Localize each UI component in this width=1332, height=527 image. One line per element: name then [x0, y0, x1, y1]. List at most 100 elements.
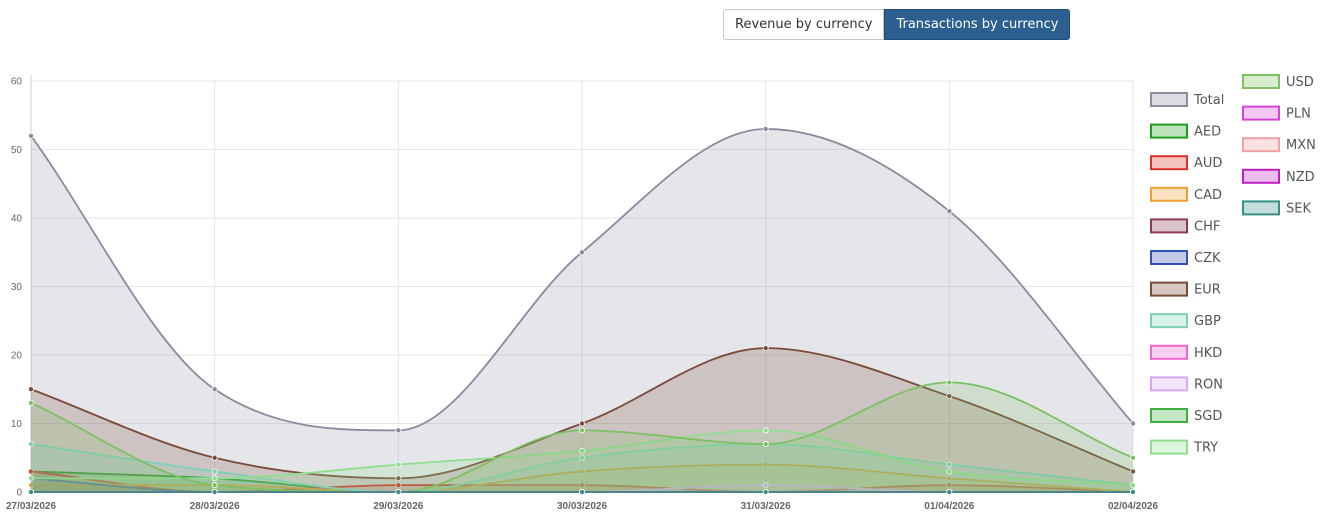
data-point[interactable]: [27, 386, 34, 393]
data-point[interactable]: [211, 468, 218, 475]
series-eur: [27, 345, 1137, 492]
legend-item-ron[interactable]: RON: [1150, 376, 1223, 392]
series-area: [31, 430, 1133, 492]
data-point[interactable]: [762, 461, 769, 468]
legend-item-pln[interactable]: PLN: [1242, 105, 1311, 122]
data-point[interactable]: [1130, 482, 1137, 489]
y-tick-label: 10: [11, 419, 23, 430]
y-tick-label: 30: [11, 282, 23, 293]
data-point[interactable]: [27, 468, 34, 475]
data-point[interactable]: [946, 482, 953, 489]
x-tick-label: 02/04/2026: [1108, 501, 1158, 512]
data-point[interactable]: [579, 488, 586, 495]
y-tick-label: 60: [11, 77, 23, 88]
series-area: [31, 128, 1133, 492]
data-point[interactable]: [27, 488, 34, 495]
data-point[interactable]: [762, 427, 769, 434]
series-area: [31, 382, 1133, 492]
data-point[interactable]: [27, 399, 34, 406]
legend-item-mxn[interactable]: MXN: [1242, 137, 1316, 153]
data-point[interactable]: [1130, 488, 1137, 495]
legend-label: AUD: [1194, 156, 1222, 171]
series-sek: [27, 488, 1137, 495]
x-tick-label: 27/03/2026: [6, 501, 56, 512]
legend-item-sek[interactable]: SEK: [1242, 200, 1311, 216]
data-point[interactable]: [27, 441, 34, 448]
series-gbp: [27, 441, 1137, 495]
data-point[interactable]: [762, 125, 769, 132]
data-point[interactable]: [211, 482, 218, 489]
data-point[interactable]: [211, 475, 218, 482]
data-point[interactable]: [579, 427, 586, 434]
legend-label: GBP: [1194, 314, 1221, 329]
legend-item-cad[interactable]: CAD: [1150, 186, 1222, 203]
legend-label: TRY: [1193, 441, 1218, 456]
data-point[interactable]: [946, 461, 953, 468]
legend-item-sgd[interactable]: SGD: [1150, 408, 1222, 424]
legend-swatch: [1150, 123, 1188, 139]
legend-item-try[interactable]: TRY: [1150, 439, 1218, 456]
legend-label: EUR: [1194, 283, 1221, 298]
data-point[interactable]: [579, 468, 586, 475]
data-point[interactable]: [946, 208, 953, 215]
plot-area: [27, 125, 1137, 495]
data-point[interactable]: [762, 482, 769, 489]
data-point[interactable]: [579, 249, 586, 256]
data-point[interactable]: [211, 386, 218, 393]
legend-swatch: [1150, 313, 1188, 329]
legend-item-nzd[interactable]: NZD: [1242, 168, 1315, 185]
data-point[interactable]: [395, 488, 402, 495]
series-area: [31, 444, 1133, 492]
series-area: [31, 485, 1133, 492]
legend-label: SEK: [1286, 201, 1311, 216]
data-point[interactable]: [211, 488, 218, 495]
data-point[interactable]: [395, 427, 402, 434]
data-point[interactable]: [946, 488, 953, 495]
legend-label: CAD: [1194, 188, 1222, 203]
legend-item-aud[interactable]: AUD: [1150, 155, 1222, 171]
data-point[interactable]: [395, 475, 402, 482]
legend-swatch: [1242, 105, 1280, 121]
data-point[interactable]: [946, 468, 953, 475]
data-point[interactable]: [395, 461, 402, 468]
data-point[interactable]: [946, 475, 953, 482]
legend-item-czk[interactable]: CZK: [1150, 250, 1221, 266]
data-point[interactable]: [1130, 420, 1137, 427]
data-point[interactable]: [27, 482, 34, 489]
legend-item-usd[interactable]: USD: [1242, 74, 1314, 90]
data-point[interactable]: [27, 132, 34, 139]
data-point[interactable]: [579, 447, 586, 454]
legend-item-total[interactable]: Total: [1150, 92, 1224, 108]
legend-swatch: [1150, 408, 1188, 423]
legend-item-hkd[interactable]: HKD: [1150, 344, 1222, 361]
series-total: [27, 125, 1137, 492]
legend-label: CHF: [1194, 219, 1220, 234]
legend: Total AED AUD CAD CHF CZK EUR GBP HKD RON SGD TRY US…: [1150, 74, 1316, 456]
revenue-by-currency-button[interactable]: Revenue by currency: [723, 9, 885, 40]
data-point[interactable]: [579, 482, 586, 489]
data-point[interactable]: [579, 420, 586, 427]
data-point[interactable]: [579, 454, 586, 461]
legend-item-eur[interactable]: EUR: [1150, 281, 1221, 298]
data-point[interactable]: [395, 482, 402, 489]
data-point[interactable]: [762, 488, 769, 495]
legend-item-chf[interactable]: CHF: [1150, 218, 1220, 234]
data-point[interactable]: [946, 393, 953, 400]
legend-label: AED: [1194, 125, 1221, 140]
data-point[interactable]: [211, 454, 218, 461]
data-point[interactable]: [27, 475, 34, 482]
legend-swatch: [1150, 439, 1188, 455]
legend-swatch: [1242, 200, 1280, 216]
legend-swatch: [1150, 250, 1188, 265]
legend-item-gbp[interactable]: GBP: [1150, 313, 1221, 329]
legend-label: NZD: [1286, 170, 1315, 185]
data-point[interactable]: [1130, 454, 1137, 461]
data-point[interactable]: [1130, 468, 1137, 475]
transactions-by-currency-button[interactable]: Transactions by currency: [884, 9, 1071, 40]
legend-swatch: [1242, 168, 1280, 184]
data-point[interactable]: [762, 441, 769, 448]
legend-item-aed[interactable]: AED: [1150, 123, 1221, 140]
data-point[interactable]: [762, 345, 769, 352]
data-point[interactable]: [946, 379, 953, 386]
